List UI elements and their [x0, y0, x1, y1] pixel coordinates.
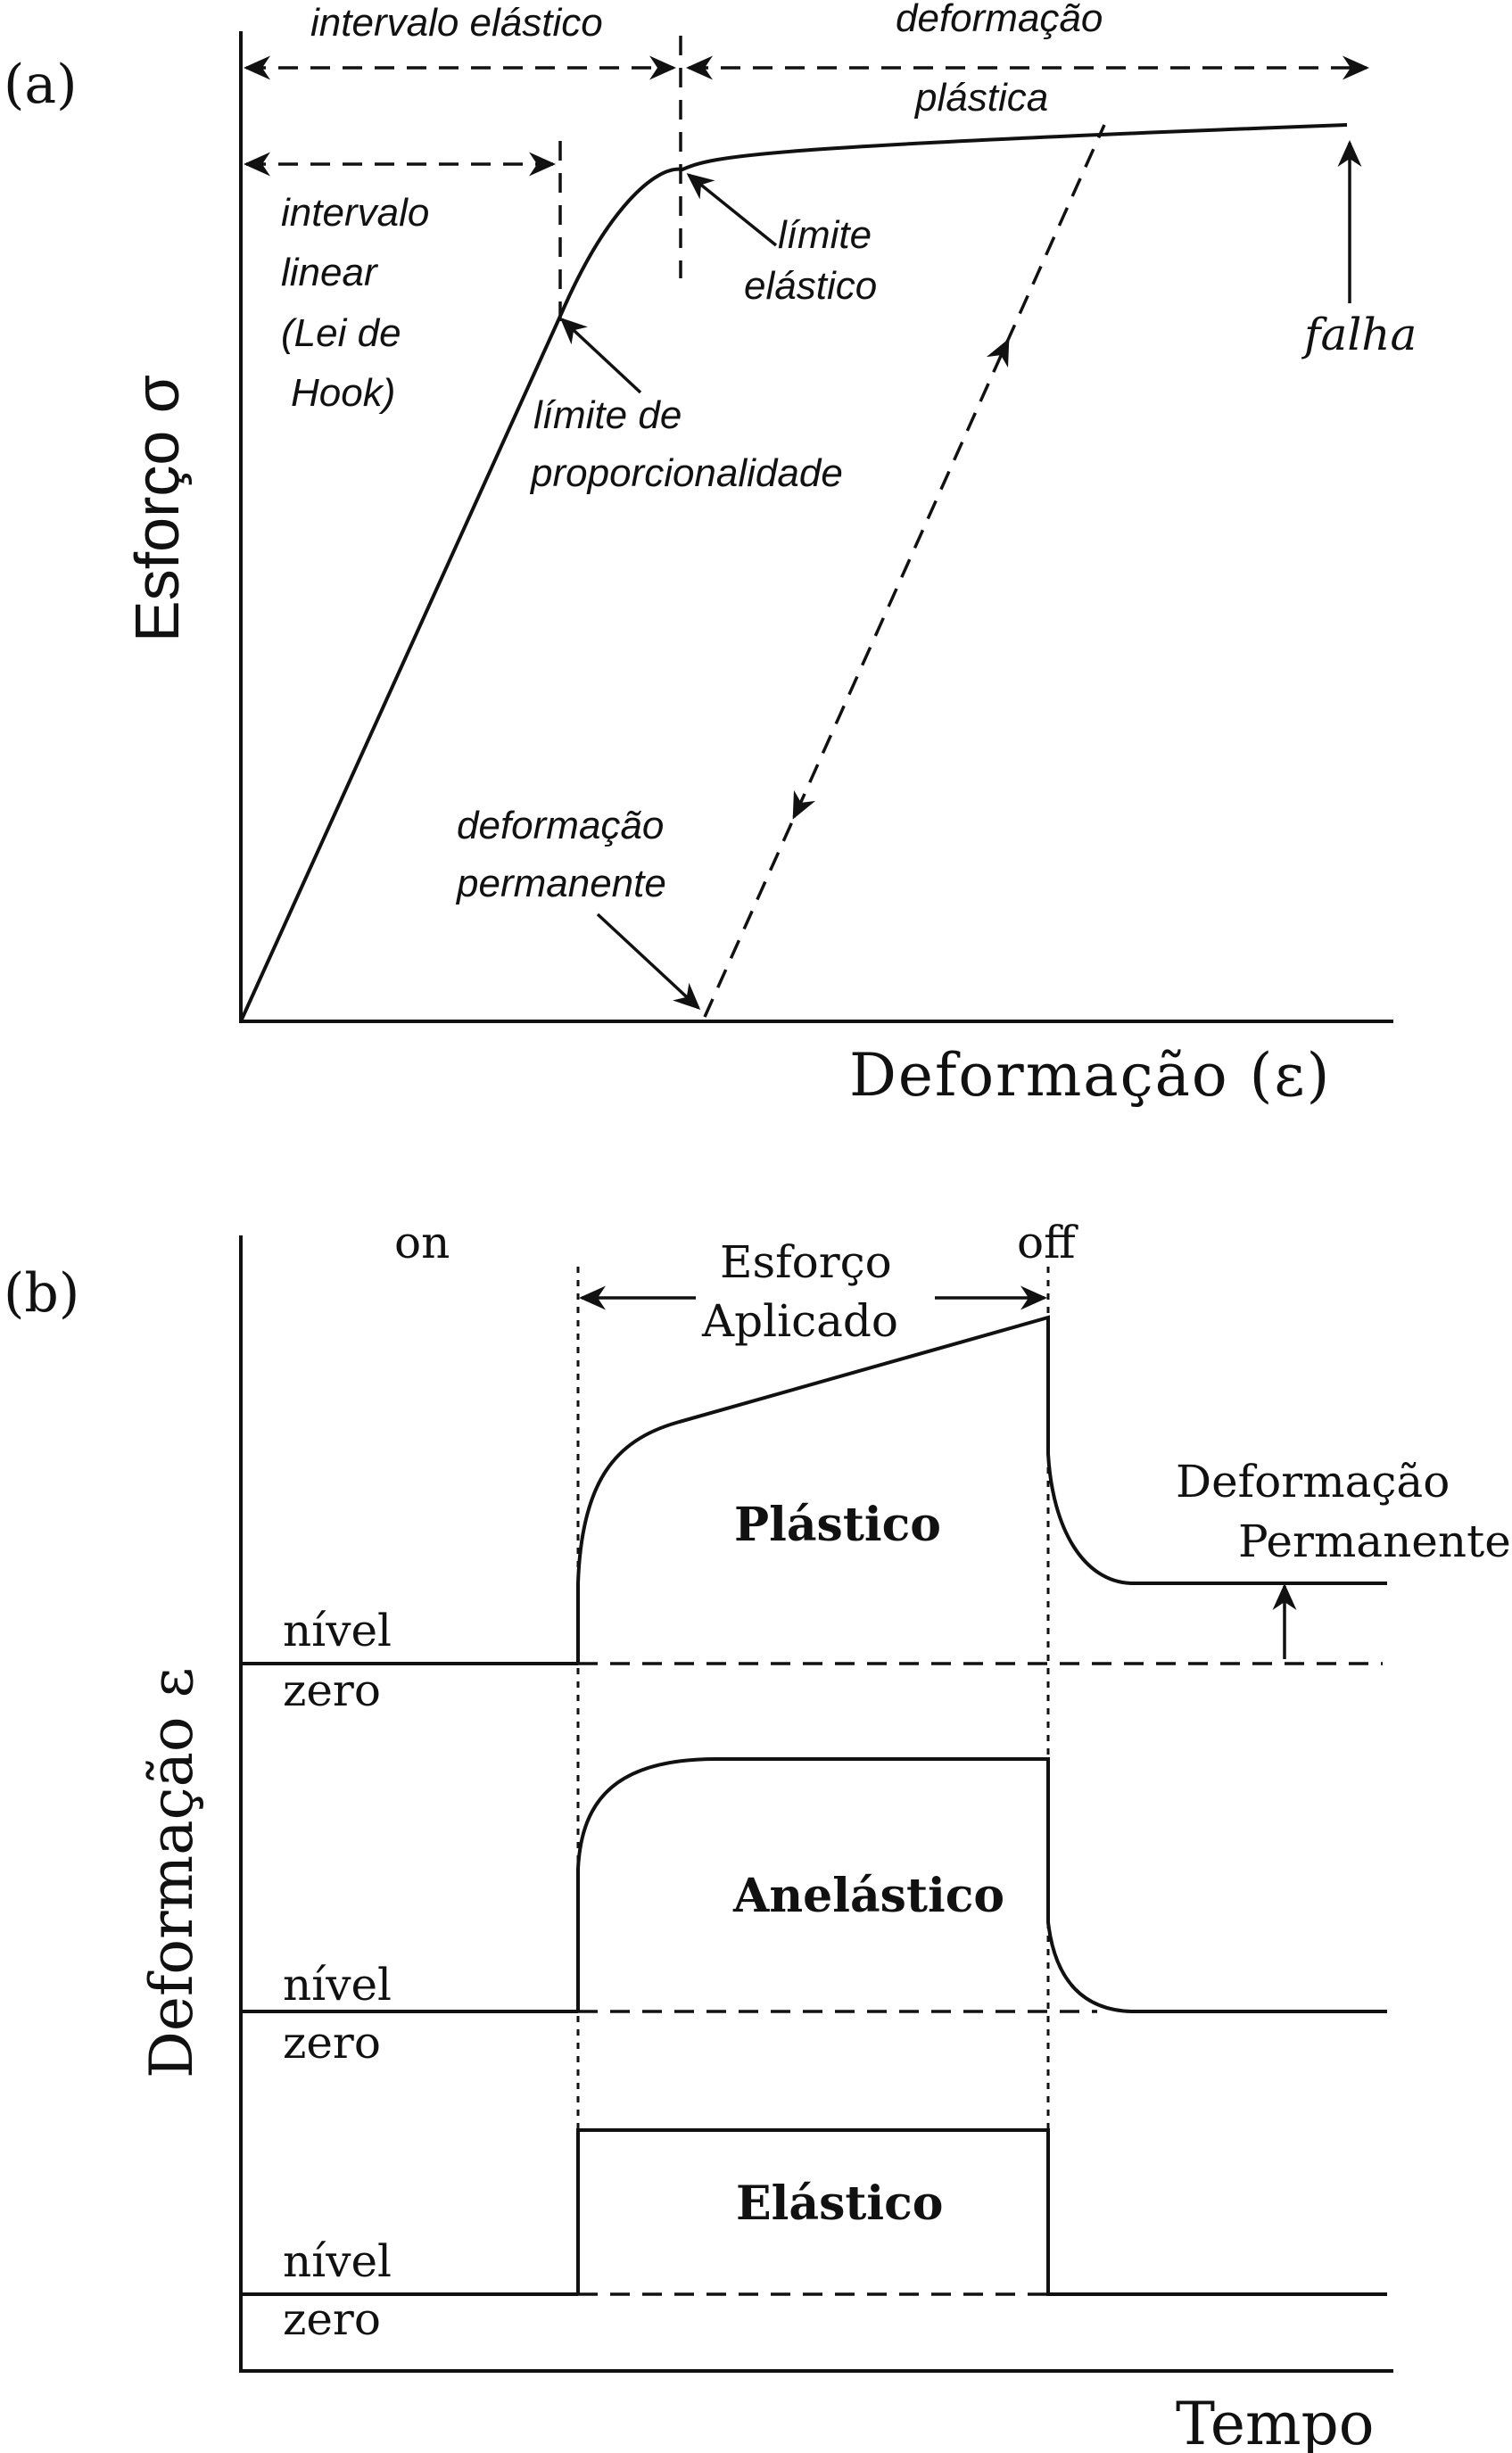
panel-a: (a) Esforço σ Deformação (ε) intervalo e… [4, 0, 1417, 1110]
permanent-deformation-label-1: deformação [457, 804, 664, 847]
elastic-zero-label-1: nível [283, 2235, 392, 2287]
time-axis-label: Tempo [1176, 2390, 1375, 2453]
proportional-limit-label-2: proporcionalidade [529, 451, 843, 495]
panel-a-axes [239, 31, 1393, 1023]
permanent-deformation-label-2: permanente [455, 862, 666, 905]
panel-b: (b) Deformação ε Tempo on off Esforço Ap… [4, 1217, 1511, 2453]
linear-range-label-4: Hook) [291, 371, 395, 415]
linear-range-label-3: (Lei de [281, 311, 401, 355]
reload-arrow [986, 338, 1010, 368]
plastic-zero-label-1: nível [283, 1605, 392, 1656]
plastic-zero-label-2: zero [283, 1664, 381, 1716]
proportional-limit-label-1: límite de [533, 393, 682, 437]
elastic-limit-pointer [686, 173, 778, 247]
elastic-curve-group: Elástico nível zero [241, 2128, 1387, 2345]
elastic-range-label: intervalo elástico [310, 1, 603, 45]
plastic-curve-group: Plástico nível zero Deformação Permanent… [241, 1315, 1511, 1716]
elastic-limit-label-1: límite [778, 213, 872, 257]
anelastic-zero-label-2: zero [283, 2017, 381, 2069]
stress-axis-label: Esforço σ [122, 375, 192, 642]
anelastic-label: Anelástico [732, 1869, 1004, 1923]
proportional-limit-pointer [559, 317, 642, 394]
elastic-label: Elástico [736, 2176, 943, 2231]
stress-strain-curve [239, 123, 1348, 1022]
unload-arrow [792, 789, 816, 820]
permanent-deformation-pointer [596, 913, 701, 1011]
failure-label: falha [1301, 309, 1417, 360]
applied-stress-label-1: Esforço [720, 1236, 892, 1288]
anelastic-curve-group: Anelástico nível zero [241, 1756, 1387, 2069]
on-label: on [394, 1217, 450, 1268]
unloading-line [703, 124, 1106, 1018]
plastic-label: Plástico [734, 1498, 941, 1552]
applied-stress-label-2: Aplicado [701, 1295, 898, 1347]
plastic-deformation-label-1: deformação [896, 0, 1103, 40]
linear-range-label-2: linear [281, 251, 379, 294]
off-label: off [1017, 1217, 1078, 1268]
elastic-limit-label-2: elástico [744, 264, 877, 308]
strain-axis-label: Deformação (ε) [849, 1041, 1331, 1110]
panel-b-label: (b) [4, 1262, 79, 1325]
anelastic-strain-curve [576, 1756, 1387, 2013]
linear-range-label-1: intervalo [281, 191, 429, 235]
plastic-deformation-label-2: plástica [913, 76, 1048, 120]
strain-axis-label-b: Deformação ε [137, 1667, 206, 2078]
panel-b-axes [239, 1235, 1393, 2373]
plastic-strain-curve [576, 1315, 1387, 1664]
permanent-deformation-label-b-2: Permanente [1238, 1516, 1511, 1567]
elastic-zero-label-2: zero [283, 2293, 381, 2345]
panel-a-label: (a) [4, 54, 78, 116]
anelastic-zero-label-1: nível [283, 1959, 392, 2011]
permanent-deformation-label-b-1: Deformação [1176, 1456, 1450, 1507]
elastic-strain-curve [576, 2128, 1387, 2296]
